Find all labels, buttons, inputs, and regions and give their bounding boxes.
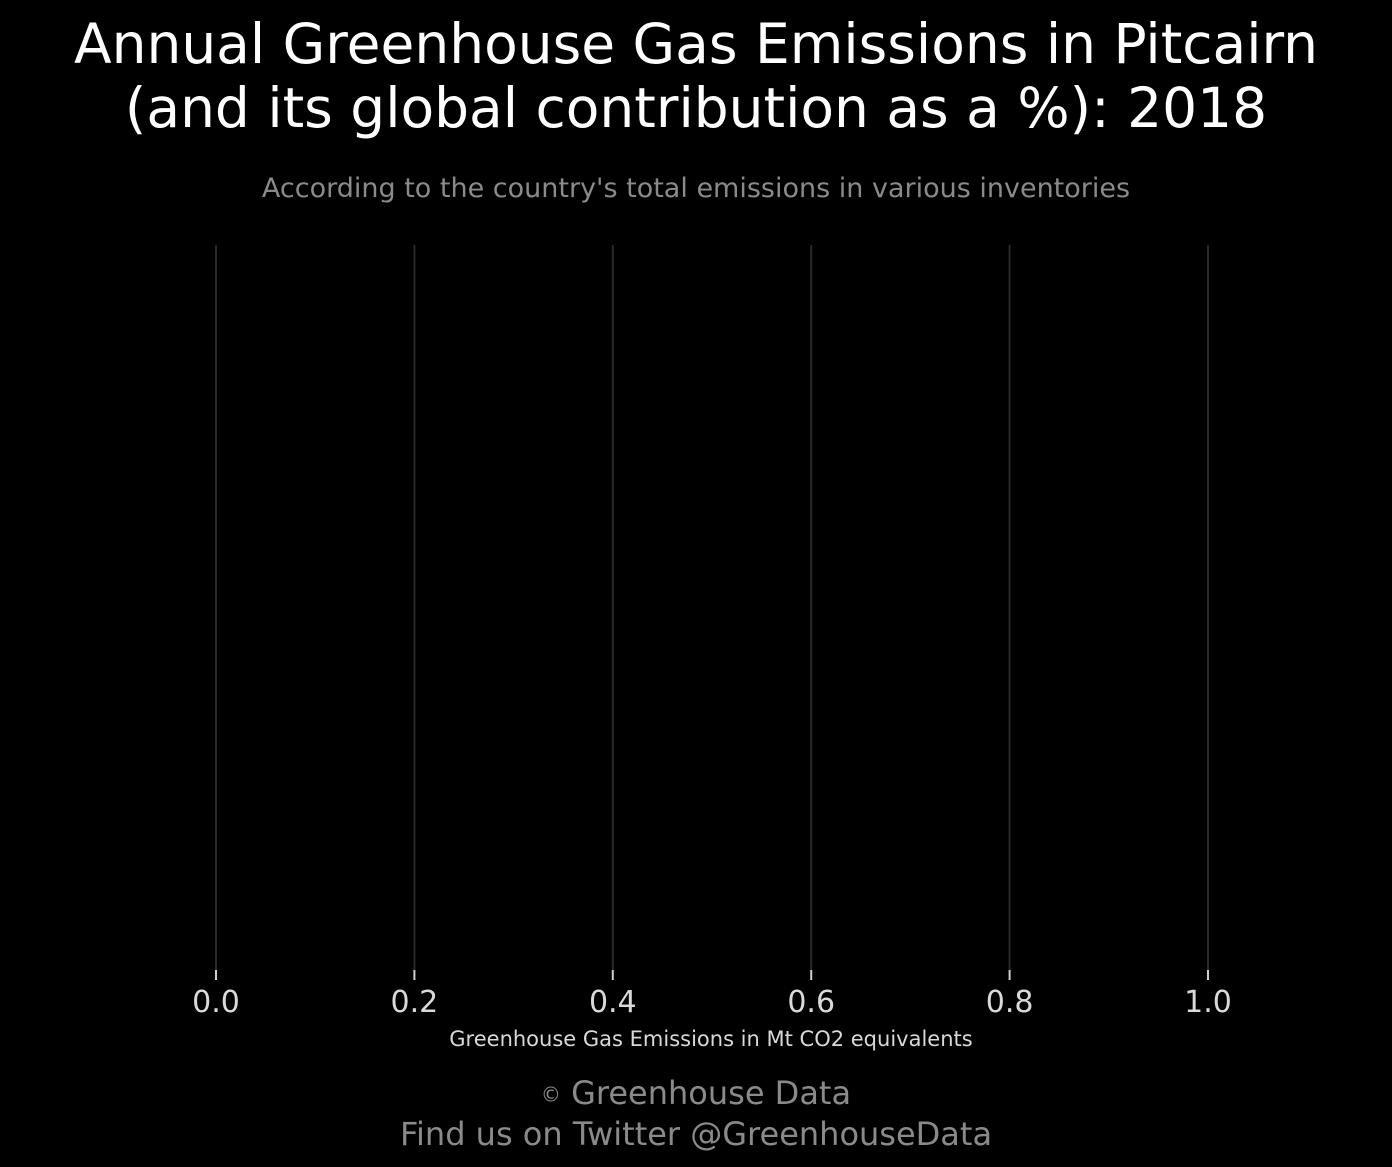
copyright-icon: © <box>540 1082 561 1107</box>
chart-title-line-2: (and its global contribution as a %): 20… <box>124 76 1268 140</box>
x-tick-label-0.8: 0.8 <box>986 985 1034 1020</box>
chart-title-line-1: Annual Greenhouse Gas Emissions in Pitca… <box>73 12 1319 76</box>
x-tick-label-0.4: 0.4 <box>589 985 637 1020</box>
x-axis-title: Greenhouse Gas Emissions in Mt CO2 equiv… <box>449 1027 972 1051</box>
x-tick-label-0.6: 0.6 <box>787 985 835 1020</box>
x-tick-label-0.2: 0.2 <box>391 985 439 1020</box>
grid-lines <box>215 245 1209 970</box>
caption-brand: Greenhouse Data <box>571 1074 852 1112</box>
x-tick-label-0.0: 0.0 <box>192 985 240 1020</box>
x-axis-ticks: 0.0 0.2 0.4 0.6 0.8 1.0 <box>192 970 1232 1020</box>
caption-line-1: © Greenhouse Data <box>0 1074 1392 1115</box>
x-tick-label-1.0: 1.0 <box>1184 985 1232 1020</box>
chart-subtitle: According to the country's total emissio… <box>261 173 1131 204</box>
chart-title: Annual Greenhouse Gas Emissions in Pitca… <box>0 12 1392 140</box>
caption: © Greenhouse Data Find us on Twitter @Gr… <box>0 1074 1392 1154</box>
caption-line-2: Find us on Twitter @GreenhouseData <box>399 1114 993 1153</box>
